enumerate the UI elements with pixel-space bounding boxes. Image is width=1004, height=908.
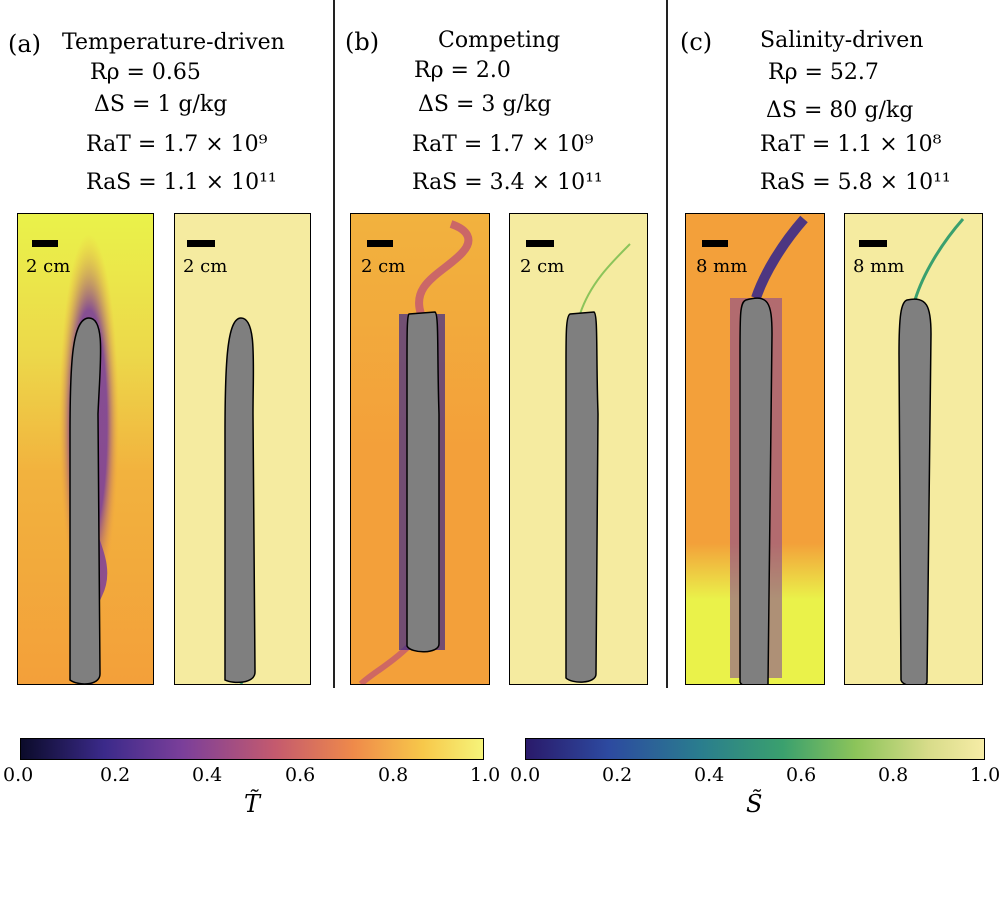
panel-b-salinity-scale-bar — [526, 240, 554, 247]
panel-a-temperature-field: 2 cm — [17, 213, 154, 685]
panel-b-temperature-field: 2 cm — [350, 213, 490, 685]
temperature-tick-5: 1.0 — [470, 764, 501, 786]
salinity-colorbar-ticks: 0.0 0.2 0.4 0.6 0.8 1.0 — [500, 764, 1004, 792]
panel-c-temperature-field: 8 mm — [685, 213, 825, 685]
salinity-tick-2: 0.4 — [694, 764, 725, 786]
panel-b-salinity-plume — [579, 243, 631, 315]
panel-c-ra-t: RaT = 1.1 × 10⁸ — [760, 132, 942, 157]
panel-b-delta-s: ΔS = 3 g/kg — [418, 92, 552, 117]
salinity-tick-4: 0.8 — [878, 764, 909, 786]
panel-a-salinity-scale-bar — [187, 240, 215, 247]
panel-a-r-rho: Rρ = 0.65 — [90, 60, 201, 85]
column-divider-1 — [333, 0, 335, 688]
panel-c-salinity-plume — [913, 218, 965, 301]
temperature-tick-3: 0.6 — [285, 764, 316, 786]
temperature-tick-1: 0.2 — [100, 764, 131, 786]
column-divider-2 — [666, 0, 668, 688]
panel-c-title: Salinity-driven — [760, 28, 924, 53]
panel-c-temperature-scale-label: 8 mm — [696, 256, 748, 277]
panel-b-temperature-plume-top — [415, 220, 473, 316]
panel-a-title: Temperature-driven — [62, 30, 285, 55]
panel-a-salinity-ice — [224, 317, 256, 684]
panel-c-ra-s: RaS = 5.8 × 10¹¹ — [760, 170, 951, 195]
panel-c-salinity-ice — [898, 298, 932, 684]
panel-c-salinity-field: 8 mm — [844, 213, 983, 685]
panel-b-title: Competing — [438, 28, 561, 53]
panel-a-salinity-field: 2 cm — [174, 213, 311, 685]
panel-c-r-rho: Rρ = 52.7 — [768, 60, 879, 85]
panel-a-delta-s: ΔS = 1 g/kg — [94, 92, 228, 117]
panel-c-tag: (c) — [680, 28, 713, 56]
salinity-tick-3: 0.6 — [786, 764, 817, 786]
panel-b-r-rho: Rρ = 2.0 — [414, 58, 511, 83]
panel-a-ra-t: RaT = 1.7 × 10⁹ — [86, 132, 268, 157]
panel-a-ra-s: RaS = 1.1 × 10¹¹ — [86, 170, 277, 195]
temperature-colorbar-label: T̃ — [244, 790, 261, 818]
panel-a-salinity-scale-label: 2 cm — [183, 256, 228, 277]
temperature-tick-4: 0.8 — [378, 764, 409, 786]
panel-b-ra-t: RaT = 1.7 × 10⁹ — [412, 132, 594, 157]
panel-c-salinity-scale-bar — [859, 240, 887, 247]
panel-c-delta-s: ΔS = 80 g/kg — [766, 98, 914, 123]
temperature-colorbar — [20, 738, 484, 760]
panel-b-temperature-scale-bar — [367, 240, 393, 247]
panel-c-salinity-scale-label: 8 mm — [853, 256, 905, 277]
panel-c-temperature-scale-bar — [702, 240, 728, 247]
salinity-colorbar — [525, 738, 985, 760]
panel-c-temperature-plume-top — [751, 215, 808, 300]
panel-b-temperature-ice — [406, 311, 440, 653]
salinity-tick-0: 0.0 — [510, 764, 541, 786]
panel-b-ra-s: RaS = 3.4 × 10¹¹ — [412, 170, 603, 195]
panel-b-salinity-ice — [565, 311, 599, 683]
salinity-tick-5: 1.0 — [970, 764, 1001, 786]
panel-b-tag: (b) — [345, 28, 380, 56]
panel-a-tag: (a) — [8, 30, 42, 58]
temperature-tick-2: 0.4 — [192, 764, 223, 786]
panel-a-temperature-scale-bar — [32, 240, 58, 247]
temperature-colorbar-ticks: 0.0 0.2 0.4 0.6 0.8 1.0 — [0, 764, 510, 792]
temperature-tick-0: 0.0 — [3, 764, 34, 786]
panel-b-salinity-scale-label: 2 cm — [520, 256, 565, 277]
panel-a-temperature-ice — [69, 317, 102, 684]
panel-a-temperature-scale-label: 2 cm — [26, 256, 71, 277]
salinity-tick-1: 0.2 — [602, 764, 633, 786]
salinity-colorbar-label: S̃ — [746, 790, 763, 818]
panel-b-temperature-scale-label: 2 cm — [361, 256, 406, 277]
panel-b-salinity-field: 2 cm — [509, 213, 648, 685]
panel-c-temperature-ice — [739, 297, 773, 684]
